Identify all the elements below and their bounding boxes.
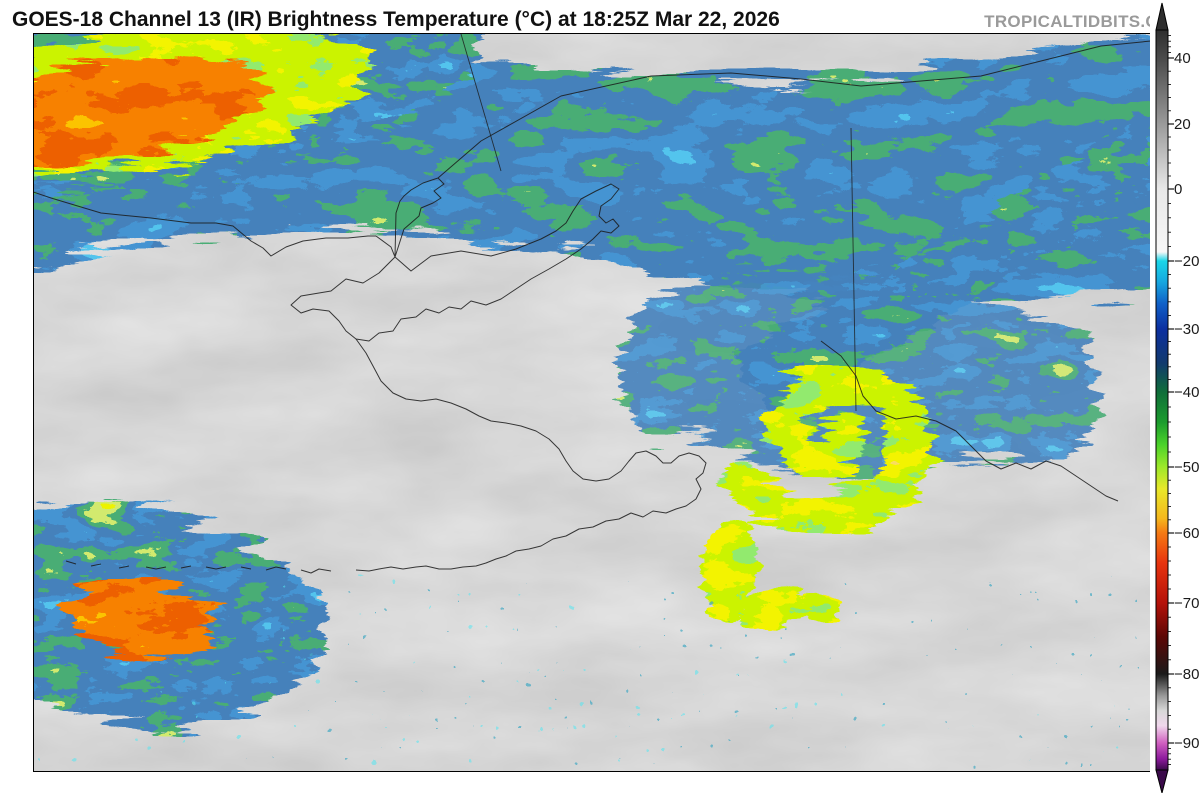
- svg-text:−50: −50: [1174, 459, 1199, 476]
- svg-text:−90: −90: [1174, 735, 1199, 752]
- svg-text:40: 40: [1174, 50, 1191, 67]
- svg-text:−60: −60: [1174, 525, 1199, 542]
- svg-text:−40: −40: [1174, 384, 1199, 401]
- svg-text:−80: −80: [1174, 666, 1199, 683]
- svg-text:−70: −70: [1174, 595, 1199, 612]
- svg-text:−30: −30: [1174, 321, 1199, 338]
- svg-text:0: 0: [1174, 181, 1182, 198]
- svg-text:20: 20: [1174, 116, 1191, 133]
- svg-text:−20: −20: [1174, 253, 1199, 270]
